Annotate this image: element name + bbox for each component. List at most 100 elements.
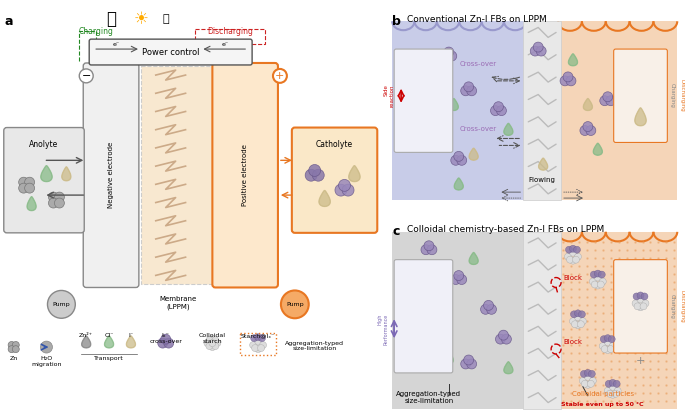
Circle shape	[495, 334, 506, 344]
Circle shape	[609, 391, 616, 398]
Bar	[393, 232, 526, 409]
Text: Membrane
(LPPM): Membrane (LPPM)	[160, 296, 197, 310]
FancyBboxPatch shape	[84, 63, 139, 288]
Circle shape	[453, 151, 464, 161]
Circle shape	[578, 311, 586, 318]
Circle shape	[589, 278, 597, 285]
Text: Pump: Pump	[286, 302, 303, 307]
Circle shape	[577, 321, 584, 328]
Circle shape	[606, 96, 616, 106]
Circle shape	[609, 380, 616, 386]
Circle shape	[633, 293, 640, 300]
Circle shape	[609, 343, 616, 349]
Text: Side
reaction: Side reaction	[384, 84, 394, 107]
Circle shape	[603, 92, 612, 102]
FancyBboxPatch shape	[292, 127, 377, 233]
Circle shape	[501, 334, 512, 344]
Circle shape	[457, 155, 466, 165]
Text: Discharging: Discharging	[208, 27, 253, 36]
Text: Positive electrode: Positive electrode	[242, 144, 248, 206]
Circle shape	[335, 184, 347, 196]
Polygon shape	[445, 352, 453, 364]
Text: Cl⁻: Cl⁻	[104, 333, 114, 338]
Circle shape	[461, 86, 471, 96]
Circle shape	[595, 274, 601, 281]
Circle shape	[431, 135, 441, 145]
Text: Charging: Charging	[79, 27, 114, 36]
Text: Colloidal
starch: Colloidal starch	[199, 333, 226, 344]
Circle shape	[8, 346, 15, 353]
Circle shape	[25, 183, 34, 193]
Polygon shape	[319, 191, 330, 206]
Circle shape	[466, 86, 477, 96]
FancyBboxPatch shape	[212, 63, 278, 288]
Circle shape	[427, 245, 437, 255]
Circle shape	[415, 344, 425, 354]
Text: e⁻: e⁻	[222, 42, 229, 47]
Circle shape	[12, 342, 19, 349]
Circle shape	[342, 184, 354, 196]
Text: Charging: Charging	[669, 83, 674, 108]
Circle shape	[614, 387, 621, 394]
Text: Iₓ⁻
cross-over: Iₓ⁻ cross-over	[149, 333, 182, 344]
Text: 🗼: 🗼	[162, 14, 169, 24]
Text: Cross-over: Cross-over	[460, 125, 497, 132]
Circle shape	[634, 303, 641, 310]
Circle shape	[589, 377, 597, 384]
Circle shape	[486, 304, 497, 314]
Text: Charging: Charging	[669, 294, 674, 319]
Circle shape	[638, 70, 650, 82]
Bar	[523, 21, 561, 200]
Circle shape	[206, 343, 213, 349]
FancyBboxPatch shape	[394, 260, 453, 373]
Polygon shape	[593, 143, 602, 155]
Circle shape	[251, 344, 258, 352]
Circle shape	[209, 336, 216, 343]
Text: +: +	[275, 71, 284, 81]
Circle shape	[580, 125, 590, 135]
Bar	[523, 232, 561, 409]
Circle shape	[204, 340, 211, 347]
Circle shape	[416, 59, 430, 72]
Polygon shape	[504, 362, 513, 374]
Circle shape	[214, 340, 221, 347]
Circle shape	[18, 177, 29, 187]
Circle shape	[497, 106, 506, 116]
FancyBboxPatch shape	[4, 127, 84, 233]
Circle shape	[584, 370, 591, 376]
Circle shape	[437, 329, 447, 339]
Circle shape	[49, 192, 58, 202]
Circle shape	[158, 338, 168, 348]
Text: Block: Block	[563, 275, 582, 280]
Text: c: c	[393, 225, 399, 238]
Circle shape	[582, 380, 588, 387]
Circle shape	[273, 69, 287, 83]
Polygon shape	[27, 197, 36, 211]
Circle shape	[595, 270, 601, 277]
Circle shape	[604, 335, 611, 342]
Bar	[141, 66, 215, 285]
Circle shape	[490, 106, 501, 116]
Circle shape	[631, 70, 643, 82]
Circle shape	[566, 76, 576, 86]
Text: Anolyte: Anolyte	[29, 140, 59, 150]
Circle shape	[209, 340, 216, 347]
Circle shape	[637, 296, 644, 303]
Circle shape	[573, 246, 580, 253]
Circle shape	[258, 344, 264, 352]
Polygon shape	[439, 287, 449, 299]
Text: Aggregation-typed
size-limitation: Aggregation-typed size-limitation	[397, 391, 462, 404]
Polygon shape	[105, 336, 114, 348]
Circle shape	[466, 359, 477, 369]
Circle shape	[575, 322, 582, 329]
Circle shape	[161, 334, 171, 344]
Circle shape	[47, 291, 75, 318]
Circle shape	[571, 321, 578, 328]
Circle shape	[601, 346, 608, 352]
Text: H₂O
migration: H₂O migration	[32, 356, 62, 367]
Text: Colloidal chemistry-based Zn-I FBs on LPPM: Colloidal chemistry-based Zn-I FBs on LP…	[407, 225, 604, 234]
Circle shape	[637, 292, 644, 299]
Circle shape	[431, 329, 441, 339]
Circle shape	[604, 339, 611, 346]
Circle shape	[260, 342, 266, 349]
